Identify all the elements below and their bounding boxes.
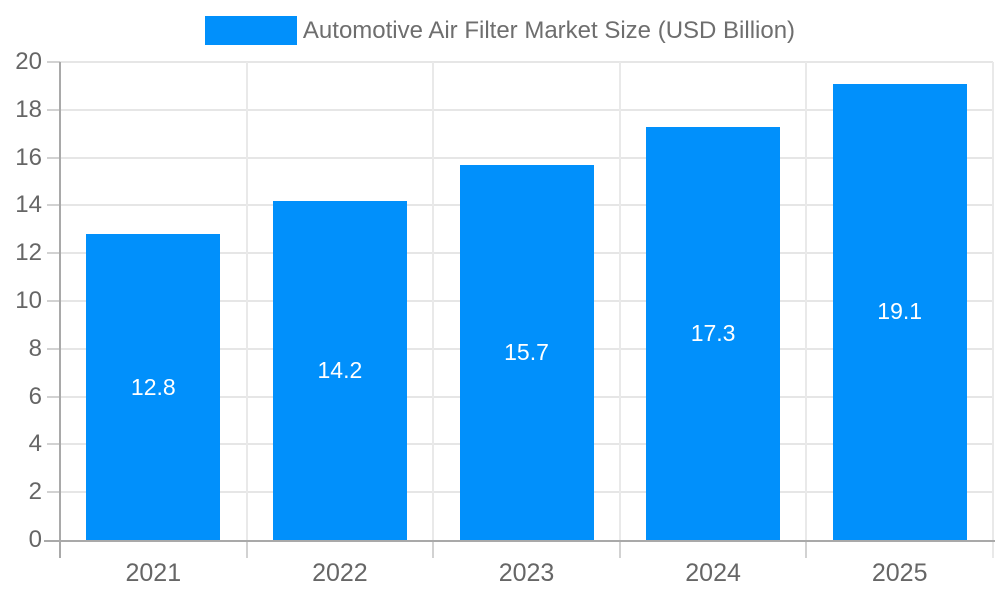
y-tick-14	[47, 204, 60, 207]
bar-2025[interactable]: 19.1	[832, 83, 967, 540]
bar-value-label: 17.3	[690, 319, 736, 346]
bar-2024[interactable]: 17.3	[646, 126, 781, 540]
gridline-x-4	[805, 62, 808, 540]
y-axis-label-2: 2	[28, 478, 42, 506]
y-tick-16	[47, 156, 60, 159]
gridline-x-1	[245, 62, 248, 540]
x-axis-label-2025: 2025	[871, 559, 928, 587]
y-tick-2	[47, 491, 60, 494]
y-tick-8	[47, 347, 60, 350]
bar-2021[interactable]: 12.8	[86, 234, 221, 540]
plot-right-border	[992, 62, 994, 558]
x-axis-label-2023: 2023	[498, 559, 555, 587]
y-axis-label-10: 10	[15, 287, 42, 314]
legend-label: Automotive Air Filter Market Size (USD B…	[302, 16, 796, 44]
x-axis-label-2021: 2021	[125, 559, 182, 587]
y-axis-label-20: 20	[15, 48, 42, 75]
y-tick-10	[47, 300, 60, 302]
gridline-x-2	[432, 62, 435, 540]
y-tick-12	[47, 252, 60, 255]
bar-2023[interactable]: 15.7	[459, 164, 594, 540]
y-axis-label-16: 16	[15, 143, 42, 171]
y-tick-20	[47, 61, 60, 63]
x-tick-3	[618, 542, 621, 558]
y-axis-label-14: 14	[15, 191, 42, 219]
x-tick-2	[432, 542, 435, 558]
x-axis-line	[44, 540, 995, 542]
bar-value-label: 12.8	[130, 373, 176, 400]
y-axis-label-12: 12	[15, 239, 42, 267]
y-axis-label-4: 4	[28, 430, 42, 458]
legend-swatch	[204, 16, 297, 45]
bar-2022[interactable]: 14.2	[272, 200, 407, 540]
x-axis-label-2024: 2024	[685, 559, 741, 587]
y-axis-label-6: 6	[28, 382, 42, 410]
x-tick-1	[245, 542, 248, 558]
bar-value-label: 14.2	[317, 356, 363, 383]
y-axis-line	[59, 62, 61, 558]
gridline-y-20	[60, 61, 993, 63]
y-axis-label-8: 8	[28, 334, 42, 362]
chart-legend[interactable]: Automotive Air Filter Market Size (USD B…	[0, 16, 1000, 45]
y-axis-label-18: 18	[15, 95, 42, 123]
x-tick-4	[805, 542, 808, 558]
y-axis-label-0: 0	[28, 526, 42, 553]
bar-value-label: 15.7	[504, 338, 549, 365]
gridline-y-16	[60, 156, 993, 159]
bar-value-label: 19.1	[877, 298, 923, 325]
y-tick-6	[47, 395, 60, 398]
gridline-x-3	[618, 62, 621, 540]
y-tick-4	[47, 443, 60, 446]
gridline-y-18	[60, 108, 993, 111]
x-axis-label-2022: 2022	[312, 559, 368, 587]
y-tick-18	[47, 108, 60, 111]
